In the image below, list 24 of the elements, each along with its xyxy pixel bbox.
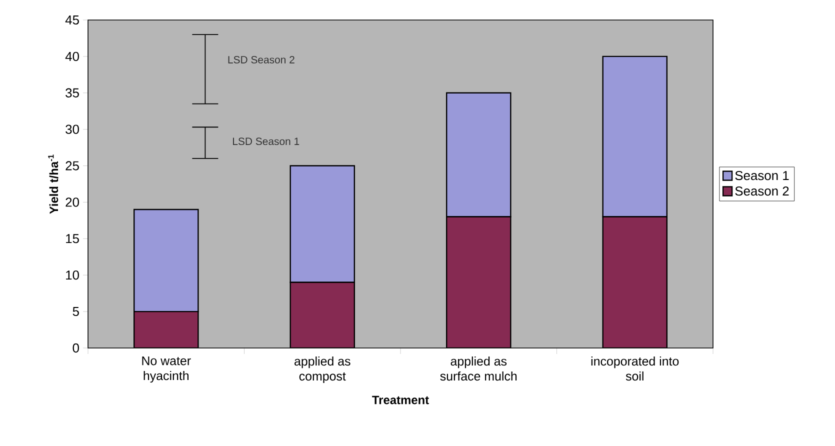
y-tick-label: 0 (72, 343, 79, 353)
x-axis-title: Treatment (372, 396, 429, 404)
x-tick-label: No water hyacinth (142, 356, 191, 383)
bar (446, 216, 512, 348)
y-tick-label: 30 (66, 124, 79, 134)
y-tick-label: 15 (66, 234, 79, 244)
bar (602, 216, 668, 348)
y-tick-label: 35 (66, 88, 79, 98)
y-tick-label: 10 (66, 270, 79, 280)
x-tick-label: applied as compost (294, 356, 350, 384)
y-axis-title: Yield t/ha$^{-1}$ (48, 154, 58, 214)
y-tick-label: 45 (65, 15, 79, 25)
y-tick-label: 20 (66, 198, 79, 207)
x-tick-label: applied as surface mulch (440, 356, 517, 381)
x-tick-label: incoporated into soil (591, 356, 679, 381)
legend-label: Season 2 (735, 186, 789, 196)
bar (290, 282, 356, 348)
y-tick-label: 5 (72, 307, 79, 316)
bar (134, 310, 199, 348)
y-tick-label: 25 (66, 161, 79, 170)
legend-label: Season 1 (735, 170, 789, 180)
annotation: LSD Season 2 (228, 56, 294, 64)
y-tick-label: 40 (65, 52, 79, 62)
annotation: LSD Season 1 (233, 138, 300, 146)
